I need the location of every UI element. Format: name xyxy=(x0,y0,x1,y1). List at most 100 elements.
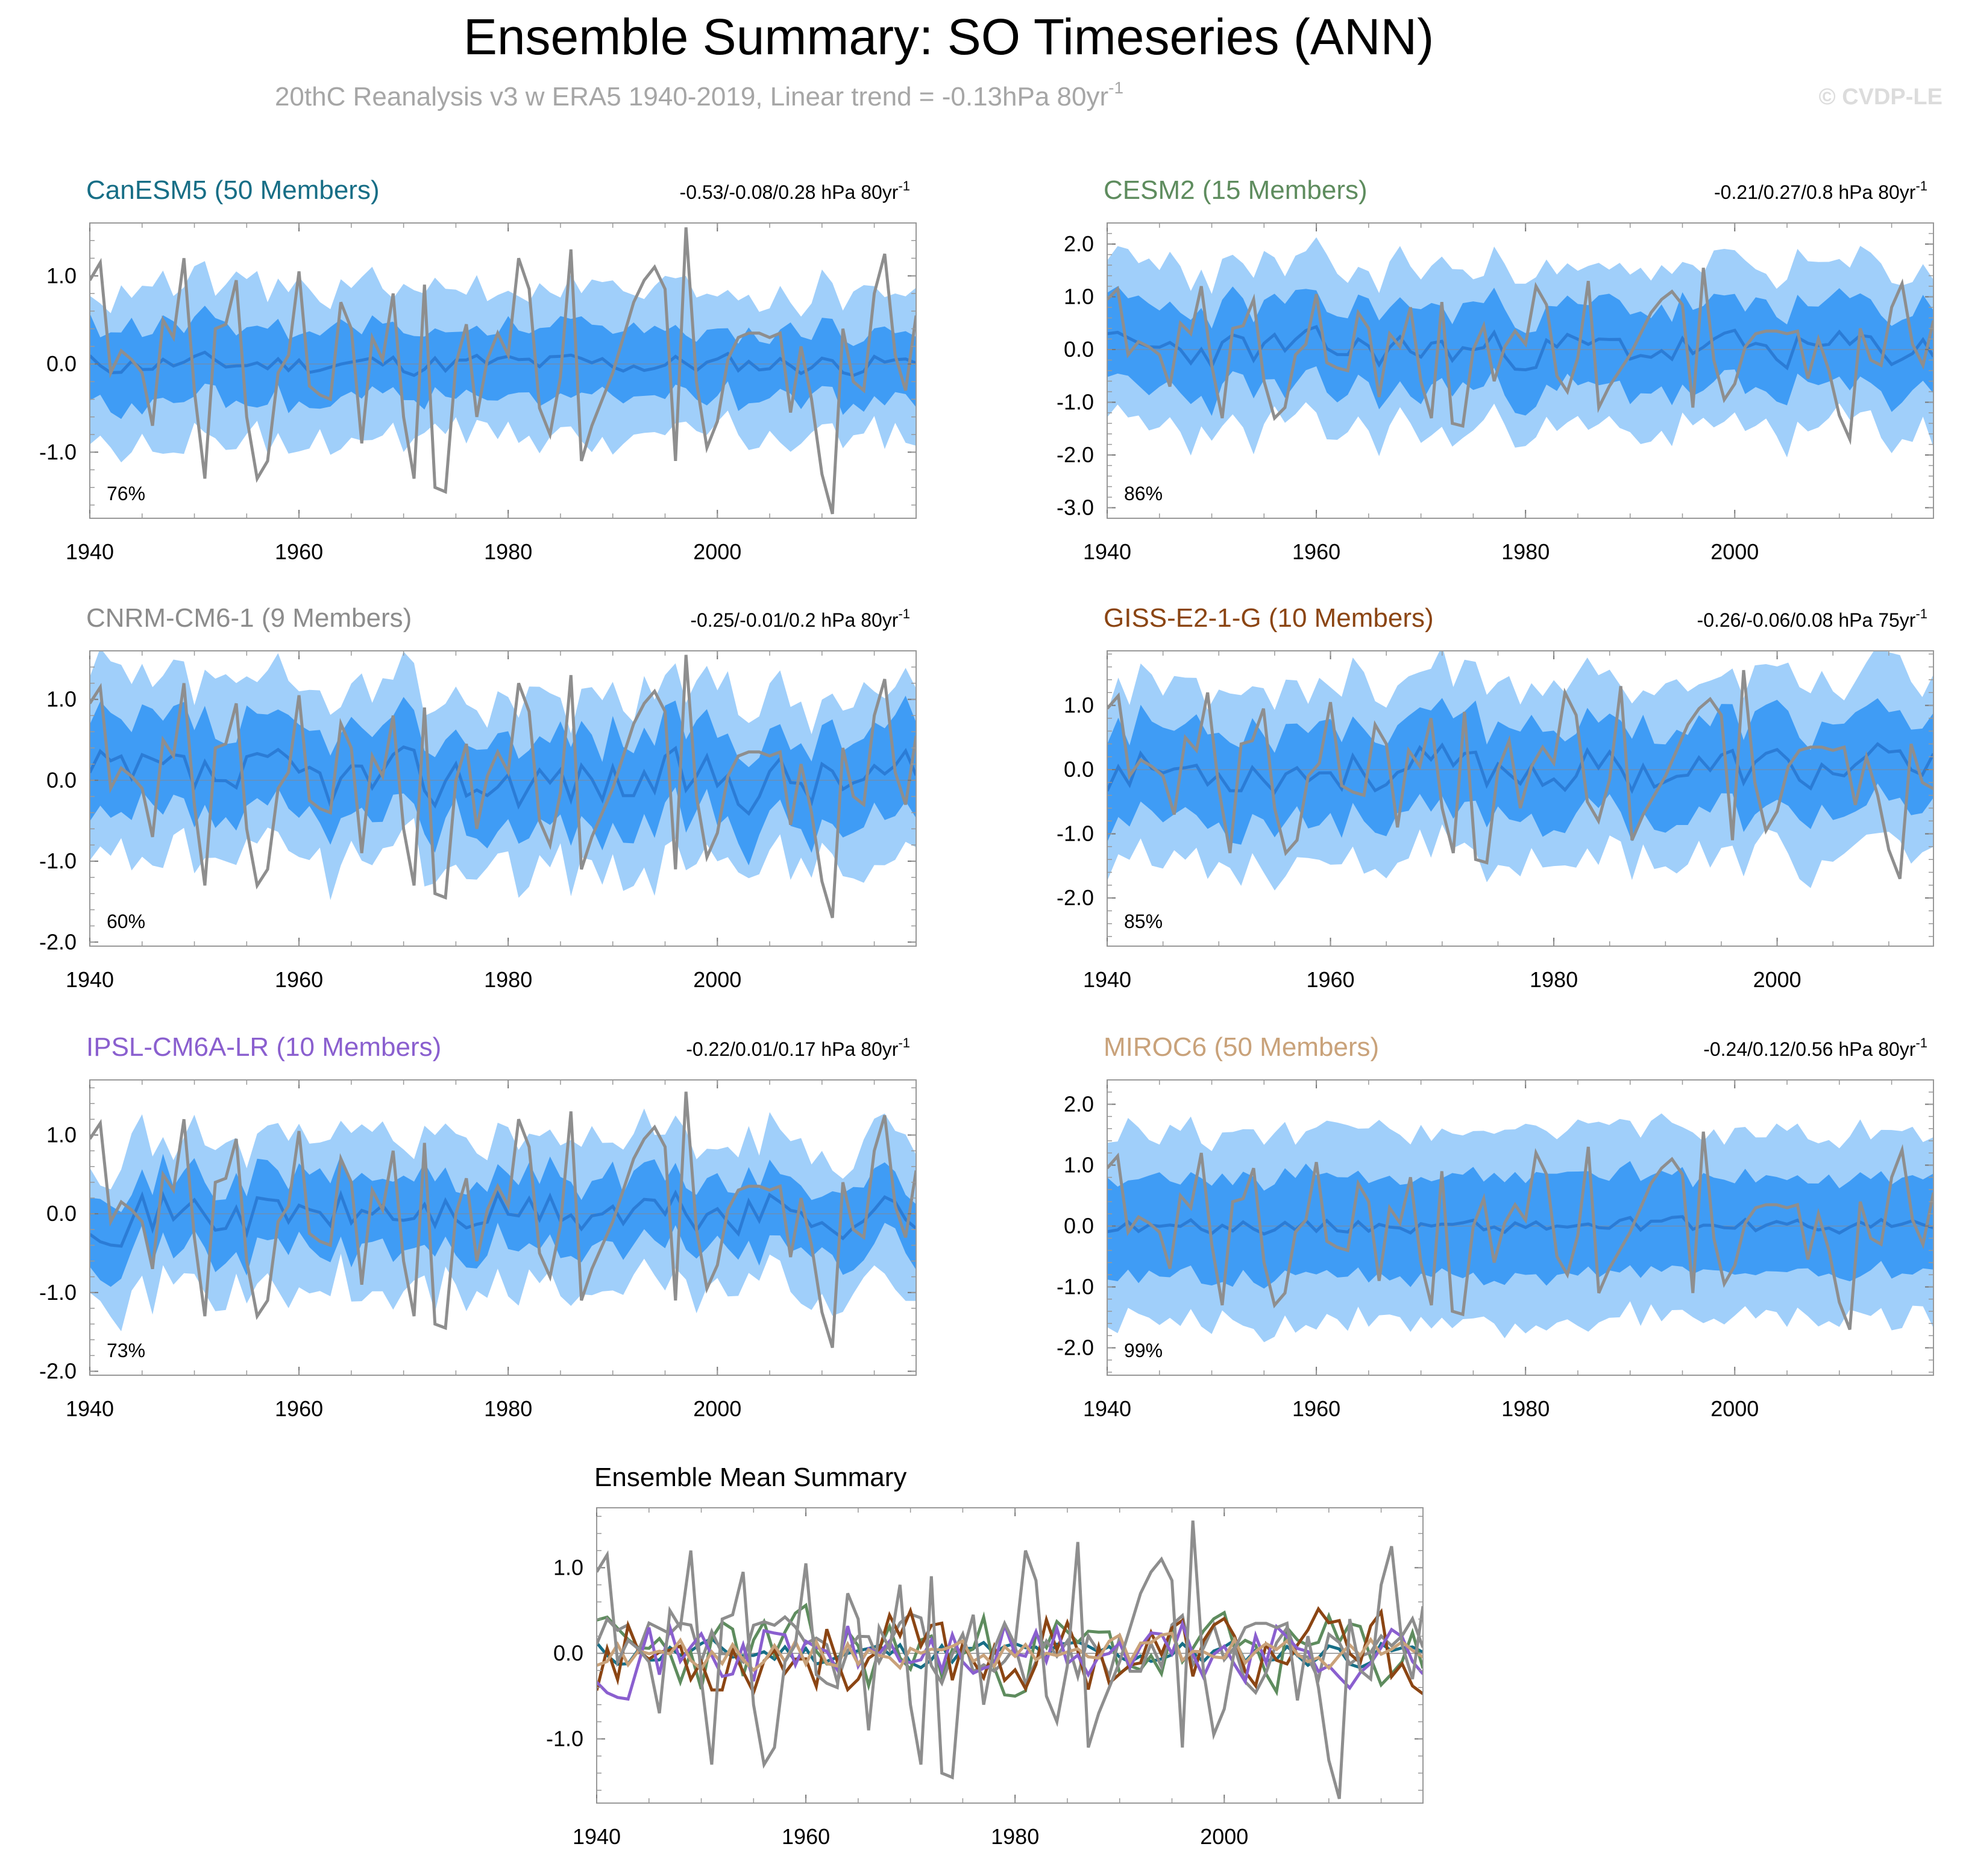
panel-title: IPSL-CM6A-LR (10 Members) xyxy=(86,1032,441,1062)
trend-label: -0.21/0.27/0.8 hPa 80yr-1 xyxy=(1714,178,1927,203)
ensemble-mean-line xyxy=(1107,1215,1933,1236)
figure-subtitle-sup: -1 xyxy=(1108,78,1123,97)
x-tick-label: 2000 xyxy=(693,539,741,564)
trend-sup: -1 xyxy=(898,606,910,621)
x-tick-label: 1940 xyxy=(66,967,114,992)
ensemble-mean-line xyxy=(1107,325,1933,372)
trend-sup: -1 xyxy=(898,178,910,193)
x-tick-label: 1940 xyxy=(573,1824,621,1849)
y-tick-label: 0.0 xyxy=(46,351,77,376)
trend-text: -0.21/0.27/0.8 hPa 80yr xyxy=(1714,181,1916,203)
x-tick-label: 1960 xyxy=(275,1396,323,1421)
x-tick-label: 1960 xyxy=(275,967,323,992)
trend-sup: -1 xyxy=(1915,1035,1927,1050)
trend-label: -0.25/-0.01/0.2 hPa 80yr-1 xyxy=(690,606,910,631)
panel-title: CNRM-CM6-1 (9 Members) xyxy=(86,603,412,633)
percent-label: 60% xyxy=(107,911,145,932)
x-tick-label: 2000 xyxy=(693,967,741,992)
y-tick-label: -1.0 xyxy=(1057,1275,1094,1299)
y-tick-label: 1.0 xyxy=(1064,693,1094,718)
percent-label: 99% xyxy=(1124,1340,1163,1361)
y-tick-label: -1.0 xyxy=(546,1726,583,1751)
y-tick-label: 1.0 xyxy=(46,1122,77,1147)
x-tick-label: 2000 xyxy=(1753,967,1801,992)
y-tick-label: 0.0 xyxy=(1064,1213,1094,1238)
y-tick-label: -2.0 xyxy=(39,929,77,954)
plot-frame xyxy=(596,1507,1424,1804)
observed-line xyxy=(1107,1131,1933,1331)
x-tick-label: 2000 xyxy=(693,1396,741,1421)
panels: -1.0 0.0 1.0 1940 1960 1980 2000 CanESM5 (50 Me… xyxy=(39,175,1934,1849)
panel-title: MIROC6 (50 Members) xyxy=(1104,1032,1379,1062)
trend-label: -0.53/-0.08/0.28 hPa 80yr-1 xyxy=(680,178,910,203)
plot-frame xyxy=(1107,1079,1934,1376)
ensemble-mean-line xyxy=(90,1189,916,1248)
x-tick-label: 1980 xyxy=(484,539,532,564)
x-tick-label: 2000 xyxy=(1710,539,1759,564)
y-tick-label: 1.0 xyxy=(46,263,77,288)
x-tick-label: 1940 xyxy=(66,539,114,564)
x-tick-label: 2000 xyxy=(1200,1824,1248,1849)
y-tick-label: 1.0 xyxy=(1064,1152,1094,1177)
spread-band-inner xyxy=(1107,698,1933,845)
series-line-ipsl-cm6a-lr xyxy=(597,1619,1423,1701)
plot-frame xyxy=(89,1079,917,1376)
x-tick-label: 1960 xyxy=(1292,539,1340,564)
trend-sup: -1 xyxy=(1915,178,1927,193)
plot-area xyxy=(90,651,916,918)
trend-sup: -1 xyxy=(1915,606,1927,621)
plot-frame xyxy=(89,650,917,947)
observed-line xyxy=(597,1520,1423,1799)
x-tick-label: 1960 xyxy=(782,1824,830,1849)
x-tick-label: 1940 xyxy=(1083,1396,1131,1421)
x-tick-label: 1980 xyxy=(484,1396,532,1421)
y-tick-label: -2.0 xyxy=(1057,1335,1094,1360)
x-tick-label: 1980 xyxy=(1501,1396,1550,1421)
trend-text: -0.26/-0.06/0.08 hPa 75yr xyxy=(1697,609,1916,631)
ensemble-mean-line xyxy=(90,350,916,377)
plot-area xyxy=(1107,237,1933,457)
y-tick-label: 1.0 xyxy=(553,1555,583,1580)
x-tick-label: 1980 xyxy=(991,1824,1039,1849)
panel-title: Ensemble Mean Summary xyxy=(594,1463,906,1492)
x-tick-label: 2000 xyxy=(1710,1396,1759,1421)
panel-giss: -2.0 -1.0 0.0 1.0 1940 1960 1980 2000 GISS-E2-1-… xyxy=(1057,603,1934,992)
spread-band-inner xyxy=(90,1153,916,1287)
y-tick-label: 0.0 xyxy=(553,1640,583,1665)
trend-label: -0.24/0.12/0.56 hPa 80yr-1 xyxy=(1703,1035,1927,1060)
y-tick-label: 1.0 xyxy=(1064,284,1094,309)
trend-text: -0.24/0.12/0.56 hPa 80yr xyxy=(1703,1038,1916,1060)
observed-line xyxy=(90,227,916,515)
plot-area xyxy=(90,1091,916,1349)
y-tick-label: 1.0 xyxy=(46,687,77,712)
percent-label: 85% xyxy=(1124,911,1163,932)
percent-label: 76% xyxy=(107,483,145,504)
panel-title: GISS-E2-1-G (10 Members) xyxy=(1104,603,1434,633)
y-tick-label: -1.0 xyxy=(39,439,77,464)
x-tick-label: 1960 xyxy=(1292,1396,1340,1421)
trend-text: -0.25/-0.01/0.2 hPa 80yr xyxy=(690,609,898,631)
y-tick-label: -1.0 xyxy=(1057,821,1094,846)
trend-text: -0.53/-0.08/0.28 hPa 80yr xyxy=(680,181,899,203)
plot-area xyxy=(597,1520,1423,1799)
watermark: © CVDP-LE xyxy=(1818,84,1943,110)
spread-band-inner xyxy=(1107,286,1933,416)
trend-text: -0.22/0.01/0.17 hPa 80yr xyxy=(686,1038,899,1060)
figure-subtitle-main: 20thC Reanalysis v3 w ERA5 1940-2019, Li… xyxy=(275,82,1108,111)
panel-ipsl: -2.0 -1.0 0.0 1.0 1940 1960 1980 2000 IPSL-CM6A-… xyxy=(39,1032,917,1421)
percent-label: 86% xyxy=(1124,483,1163,504)
figure-title: Ensemble Summary: SO Timeseries (ANN) xyxy=(463,8,1434,65)
plot-area xyxy=(90,227,916,515)
panel-cnrm: -2.0 -1.0 0.0 1.0 1940 1960 1980 2000 CNRM-CM6-1… xyxy=(39,603,917,992)
x-tick-label: 1960 xyxy=(1306,967,1354,992)
spread-band-inner xyxy=(90,306,916,419)
x-tick-label: 1940 xyxy=(1083,539,1131,564)
panel-summary: -1.0 0.0 1.0 1940 1960 1980 2000 Ensemble Mean … xyxy=(546,1463,1424,1849)
plot-area xyxy=(1107,1113,1933,1343)
figure-subtitle: 20thC Reanalysis v3 w ERA5 1940-2019, Li… xyxy=(275,78,1123,111)
plot-area xyxy=(1107,651,1933,891)
y-tick-label: 0.0 xyxy=(46,768,77,792)
y-tick-label: -1.0 xyxy=(39,1280,77,1305)
observed-line xyxy=(90,654,916,918)
